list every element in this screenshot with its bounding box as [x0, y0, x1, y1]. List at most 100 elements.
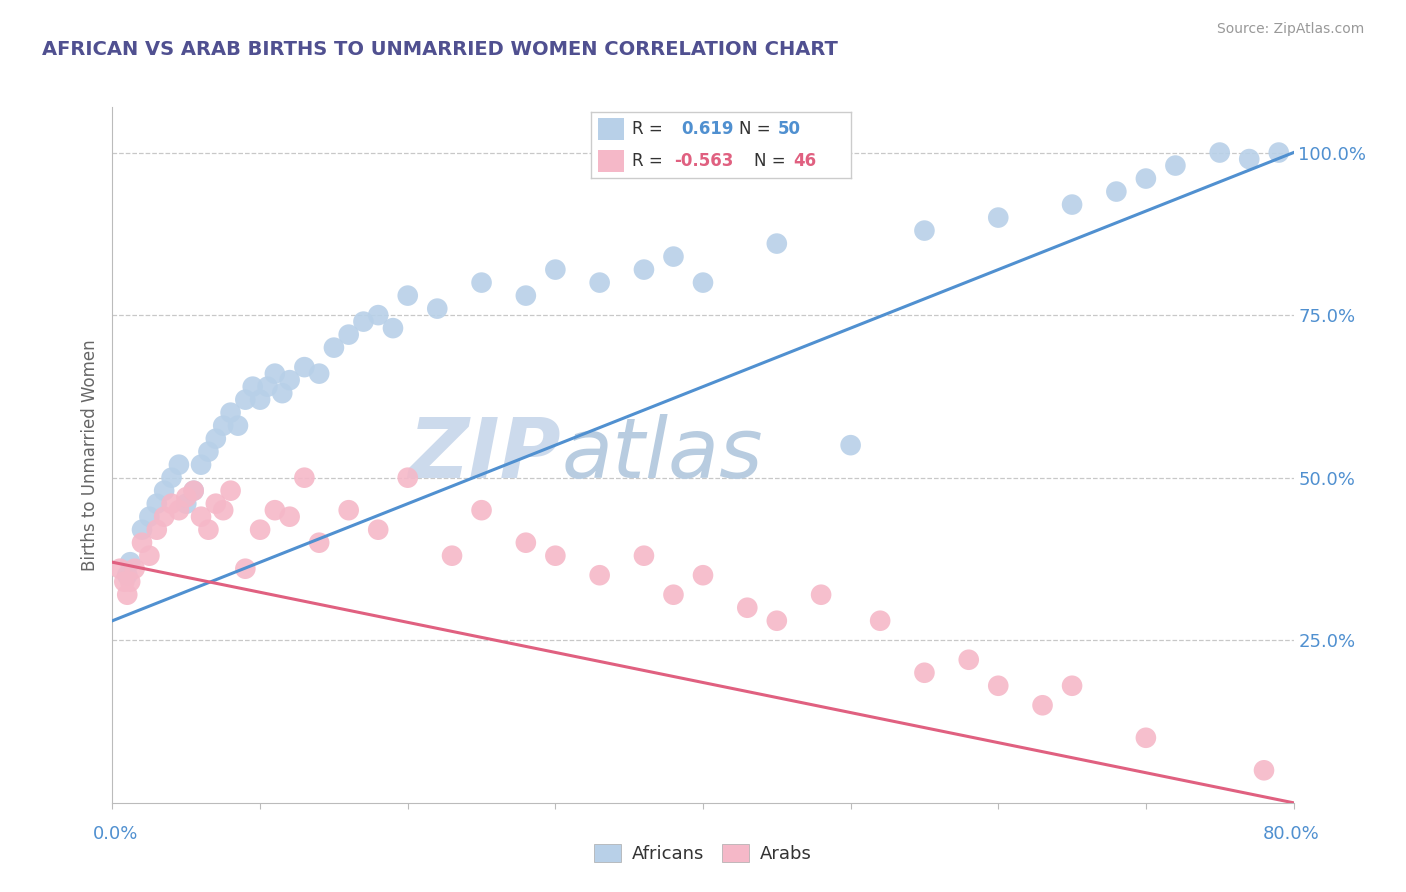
- Point: [515, 535, 537, 549]
- Text: N =: N =: [755, 152, 792, 170]
- Point: [337, 503, 360, 517]
- Point: [544, 262, 567, 277]
- Point: [120, 574, 142, 589]
- Text: 46: 46: [793, 152, 817, 170]
- Point: [131, 523, 153, 537]
- Point: [1062, 679, 1084, 693]
- Legend: Africans, Arabs: Africans, Arabs: [586, 837, 820, 871]
- Point: [662, 588, 685, 602]
- Text: 50: 50: [778, 120, 801, 138]
- Text: 80.0%: 80.0%: [1263, 825, 1319, 843]
- Point: [183, 483, 205, 498]
- Point: [1208, 145, 1232, 160]
- Point: [226, 418, 249, 433]
- Point: [810, 588, 832, 602]
- Point: [219, 483, 242, 498]
- Point: [914, 665, 936, 680]
- Point: [1135, 171, 1157, 186]
- Point: [190, 509, 212, 524]
- Point: [515, 288, 537, 302]
- Point: [588, 276, 610, 290]
- Point: [382, 321, 405, 335]
- Text: atlas: atlas: [561, 415, 763, 495]
- Point: [1239, 152, 1261, 166]
- Point: [124, 562, 146, 576]
- Point: [117, 588, 138, 602]
- Point: [869, 614, 891, 628]
- Point: [233, 562, 256, 576]
- Point: [108, 562, 131, 576]
- Point: [426, 301, 449, 316]
- Point: [662, 250, 685, 264]
- Point: [212, 503, 235, 517]
- Point: [692, 276, 714, 290]
- Point: [337, 327, 360, 342]
- Point: [212, 418, 235, 433]
- Point: [1105, 185, 1128, 199]
- Point: [987, 211, 1010, 225]
- Point: [117, 568, 138, 582]
- Point: [249, 523, 271, 537]
- Text: 0.0%: 0.0%: [93, 825, 138, 843]
- Point: [264, 367, 287, 381]
- Point: [470, 503, 494, 517]
- Point: [292, 471, 315, 485]
- Point: [197, 444, 219, 458]
- Point: [146, 497, 169, 511]
- Point: [249, 392, 271, 407]
- Point: [914, 224, 936, 238]
- Point: [692, 568, 714, 582]
- Point: [131, 535, 153, 549]
- Point: [256, 379, 278, 393]
- Y-axis label: Births to Unmarried Women: Births to Unmarried Women: [80, 339, 98, 571]
- Text: R =: R =: [633, 152, 668, 170]
- Point: [352, 315, 374, 329]
- Point: [441, 549, 464, 563]
- Point: [308, 367, 330, 381]
- Point: [167, 503, 190, 517]
- Point: [160, 471, 183, 485]
- Point: [153, 483, 176, 498]
- Point: [219, 406, 242, 420]
- Point: [987, 679, 1010, 693]
- Text: R =: R =: [633, 120, 668, 138]
- Bar: [599, 150, 624, 171]
- Point: [367, 308, 389, 322]
- Point: [367, 523, 389, 537]
- Point: [278, 509, 301, 524]
- Bar: [599, 118, 624, 139]
- Point: [1268, 145, 1291, 160]
- Point: [544, 549, 567, 563]
- Point: [396, 288, 419, 302]
- Text: N =: N =: [738, 120, 776, 138]
- Point: [278, 373, 301, 387]
- Point: [183, 483, 205, 498]
- Point: [167, 458, 190, 472]
- Point: [633, 549, 655, 563]
- Point: [120, 555, 142, 569]
- Point: [233, 392, 256, 407]
- Point: [264, 503, 287, 517]
- Point: [174, 497, 197, 511]
- Point: [138, 509, 160, 524]
- Text: -0.563: -0.563: [673, 152, 733, 170]
- Point: [323, 341, 346, 355]
- Point: [766, 236, 789, 251]
- Point: [396, 471, 419, 485]
- Point: [1164, 159, 1187, 173]
- Point: [205, 432, 228, 446]
- Point: [153, 509, 176, 524]
- Point: [470, 276, 494, 290]
- Point: [205, 497, 228, 511]
- Point: [766, 614, 789, 628]
- Point: [190, 458, 212, 472]
- Point: [292, 360, 315, 375]
- Point: [1135, 731, 1157, 745]
- Point: [174, 490, 197, 504]
- Point: [1062, 197, 1084, 211]
- Point: [242, 379, 264, 393]
- Point: [588, 568, 610, 582]
- Point: [112, 574, 135, 589]
- Point: [308, 535, 330, 549]
- Point: [271, 386, 294, 401]
